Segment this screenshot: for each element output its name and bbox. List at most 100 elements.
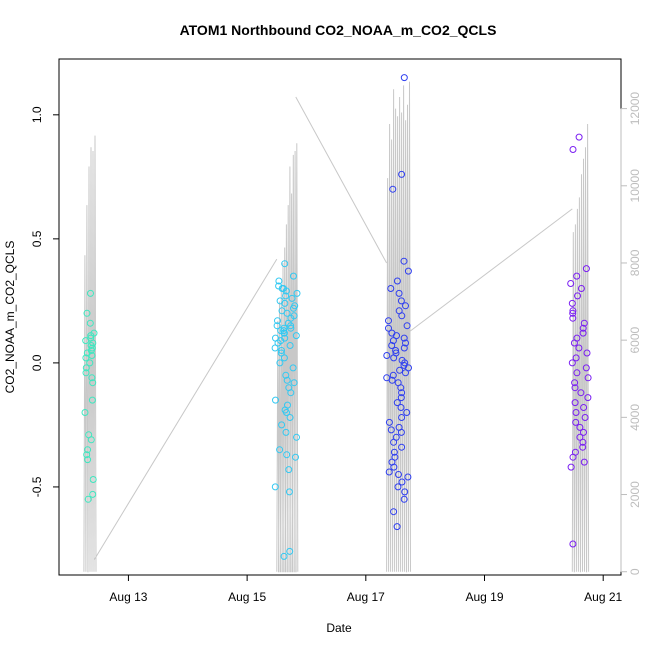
data-point bbox=[584, 374, 592, 382]
altitude-transit-1 bbox=[93, 258, 278, 561]
data-point bbox=[290, 272, 297, 280]
x-tick-label: Aug 19 bbox=[465, 590, 503, 604]
y-right-tick-label: 4000 bbox=[628, 404, 642, 431]
data-point bbox=[569, 307, 577, 315]
data-point bbox=[293, 289, 301, 297]
data-point bbox=[289, 364, 297, 372]
data-point bbox=[400, 344, 408, 352]
data-point bbox=[400, 74, 408, 82]
data-point bbox=[582, 265, 590, 273]
data-point bbox=[274, 339, 282, 347]
data-point bbox=[571, 399, 579, 407]
data-point bbox=[571, 379, 579, 387]
data-point bbox=[387, 285, 395, 292]
data-point bbox=[581, 414, 589, 421]
data-point bbox=[390, 463, 398, 471]
data-point bbox=[276, 446, 284, 454]
data-point bbox=[83, 309, 91, 317]
data-point bbox=[397, 428, 405, 436]
series-4 bbox=[567, 133, 592, 548]
data-point bbox=[570, 339, 578, 347]
altitude-transit-3 bbox=[408, 208, 573, 333]
x-tick-label: Aug 13 bbox=[109, 590, 147, 604]
data-point bbox=[577, 389, 585, 397]
data-point bbox=[569, 453, 577, 461]
data-point bbox=[575, 344, 583, 352]
data-point bbox=[580, 458, 588, 466]
data-point bbox=[292, 332, 300, 340]
data-point bbox=[89, 490, 97, 498]
data-point bbox=[271, 344, 279, 352]
y-right-tick-label: 2000 bbox=[628, 481, 642, 508]
x-axis-label: Date bbox=[326, 621, 352, 635]
data-point bbox=[390, 448, 398, 456]
data-point bbox=[385, 418, 393, 426]
data-point bbox=[401, 488, 409, 496]
data-point bbox=[389, 371, 397, 379]
y-tick-label: 0.5 bbox=[30, 230, 44, 247]
data-point bbox=[282, 292, 290, 300]
y-right-tick-label: 12000 bbox=[628, 92, 642, 126]
altitude-background-line bbox=[83, 81, 590, 573]
x-tick-label: Aug 21 bbox=[584, 590, 622, 604]
data-point bbox=[397, 384, 405, 392]
data-point bbox=[287, 389, 295, 397]
data-points bbox=[81, 74, 592, 560]
data-point bbox=[290, 379, 298, 387]
data-point bbox=[281, 260, 289, 268]
data-point bbox=[286, 342, 294, 349]
data-point bbox=[82, 364, 90, 372]
data-point bbox=[572, 409, 580, 416]
data-point bbox=[290, 304, 297, 312]
data-point bbox=[388, 342, 396, 349]
series-3 bbox=[383, 74, 412, 531]
data-point bbox=[569, 540, 577, 548]
data-point bbox=[86, 319, 94, 327]
data-point bbox=[271, 483, 279, 491]
data-point bbox=[569, 146, 577, 153]
data-point bbox=[395, 471, 402, 478]
data-point bbox=[283, 409, 290, 416]
x-tick-label: Aug 17 bbox=[347, 590, 385, 604]
data-point bbox=[579, 329, 587, 337]
data-point bbox=[390, 438, 398, 446]
data-point bbox=[584, 394, 592, 402]
data-point bbox=[276, 359, 284, 367]
data-point bbox=[569, 309, 577, 317]
data-point bbox=[400, 495, 408, 503]
data-point bbox=[280, 354, 288, 362]
data-point bbox=[272, 396, 279, 404]
data-point bbox=[81, 409, 89, 416]
y-right-tick-label: 8000 bbox=[628, 249, 642, 276]
data-point bbox=[282, 371, 290, 379]
data-point bbox=[395, 289, 403, 297]
data-point bbox=[86, 359, 94, 367]
data-point bbox=[87, 289, 94, 297]
data-point bbox=[383, 352, 391, 359]
data-point bbox=[286, 414, 294, 421]
data-point bbox=[403, 409, 411, 416]
data-point bbox=[287, 324, 295, 332]
data-point bbox=[398, 389, 406, 397]
data-point bbox=[285, 466, 293, 474]
data-point bbox=[567, 280, 575, 287]
data-point bbox=[579, 443, 587, 451]
chart-title: ATOM1 Northbound CO2_NOAA_m_CO2_QCLS bbox=[180, 22, 497, 38]
data-point bbox=[573, 272, 581, 280]
data-point bbox=[393, 399, 401, 407]
data-point bbox=[396, 366, 404, 374]
y-right-tick-label: 0 bbox=[628, 568, 642, 575]
data-point bbox=[283, 451, 291, 459]
data-point bbox=[274, 317, 281, 325]
altitude-transit-2 bbox=[295, 96, 388, 264]
data-point bbox=[398, 170, 406, 178]
y-tick-label: 1.0 bbox=[30, 106, 44, 123]
data-point bbox=[572, 354, 580, 362]
data-point bbox=[393, 277, 401, 285]
data-point bbox=[398, 312, 406, 320]
data-point bbox=[288, 294, 296, 302]
data-point bbox=[87, 332, 95, 340]
data-point bbox=[88, 352, 96, 359]
data-point bbox=[282, 287, 290, 295]
data-point bbox=[398, 414, 406, 421]
